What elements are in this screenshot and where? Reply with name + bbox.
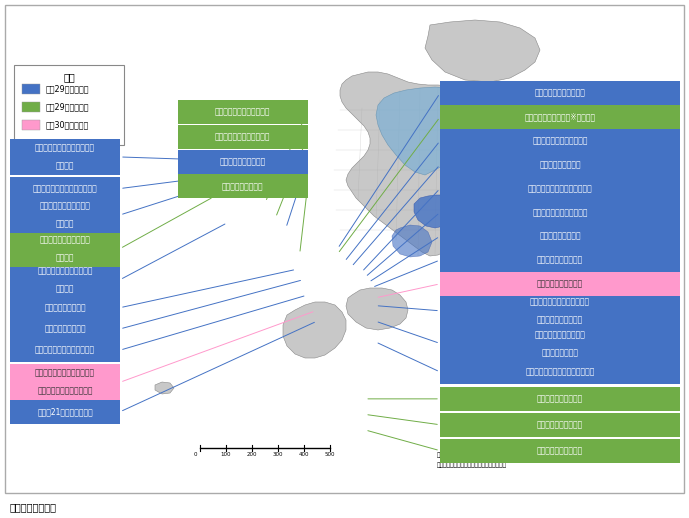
Text: 秦野市地下水総合保全管理計画: 秦野市地下水総合保全管理計画: [528, 184, 593, 193]
Polygon shape: [414, 195, 460, 228]
Text: さいたま市水環境プラン: さいたま市水環境プラン: [535, 330, 586, 339]
Bar: [10, 400, 120, 424]
Text: 岡崎市水循環創造プラン: 岡崎市水循環創造プラン: [535, 89, 586, 98]
Text: なら水循環ビジョン: なら水循環ビジョン: [222, 182, 263, 191]
Text: 四万十川流域振興ビジョン: 四万十川流域振興ビジョン: [215, 107, 270, 117]
Text: 200: 200: [247, 452, 257, 457]
Text: 都城盆地硝酸性窒素削減対策: 都城盆地硝酸性窒素削減対策: [35, 143, 95, 152]
Text: 熊本地域地下水総合保全: 熊本地域地下水総合保全: [39, 202, 90, 210]
Text: 北上川流域水循環計画: 北上川流域水循環計画: [537, 446, 583, 455]
Text: （第２次改訂版）: （第２次改訂版）: [542, 348, 579, 357]
Text: 京都市水共生プラン: 京都市水共生プラン: [44, 324, 86, 334]
Bar: [440, 272, 680, 296]
Bar: [440, 153, 680, 177]
Text: うつくしま「水との共生」プラン: うつくしま「水との共生」プラン: [525, 367, 595, 377]
Bar: [22, 84, 40, 94]
Bar: [440, 325, 680, 362]
Polygon shape: [376, 87, 480, 175]
Bar: [440, 387, 680, 411]
Text: 低減計画: 低減計画: [56, 253, 74, 262]
Text: 第２次仁淀川清流保全計画: 第２次仁淀川清流保全計画: [215, 132, 270, 141]
Bar: [10, 338, 120, 362]
Text: 基本計画: 基本計画: [56, 162, 74, 170]
Bar: [10, 177, 120, 200]
Text: および第２期行動計画: および第２期行動計画: [537, 315, 583, 324]
Text: 高松市水環境基本計画: 高松市水環境基本計画: [219, 157, 266, 166]
Text: 千葉市水環境保全計画: 千葉市水環境保全計画: [537, 279, 583, 289]
Bar: [440, 224, 680, 248]
Text: 座間市地下水保全基本計画: 座間市地下水保全基本計画: [532, 208, 588, 217]
Bar: [22, 120, 40, 130]
Bar: [10, 197, 120, 233]
Bar: [440, 248, 680, 272]
Bar: [440, 129, 680, 153]
Text: 国土交通省国土政策局「国土数値情報（行政区域データ）」をもとに: 国土交通省国土政策局「国土数値情報（行政区域データ）」をもとに: [437, 452, 546, 457]
Text: とやま21世紀水ビジョン: とやま21世紀水ビジョン: [37, 407, 93, 416]
Text: しずおか水ビジョン: しずおか水ビジョン: [539, 160, 581, 169]
Text: 第２次熊本市地下水保全プラン: 第２次熊本市地下水保全プラン: [32, 184, 97, 193]
Polygon shape: [346, 288, 408, 330]
Bar: [130, 12, 575, 452]
Text: 水環境共働ビジョン（※豊田市）: 水環境共働ビジョン（※豊田市）: [524, 112, 595, 122]
Bar: [440, 439, 680, 463]
Text: 500: 500: [325, 452, 336, 457]
Bar: [14, 65, 124, 145]
Bar: [440, 360, 680, 384]
Bar: [10, 317, 120, 341]
Text: 八王子市水循環計画: 八王子市水循環計画: [539, 232, 581, 241]
Polygon shape: [283, 302, 346, 358]
Polygon shape: [340, 72, 482, 256]
Bar: [440, 413, 680, 437]
Bar: [178, 125, 307, 149]
Text: 基本構想: 基本構想: [56, 284, 74, 293]
Bar: [10, 296, 120, 320]
Text: 内閣官房水循環政策本部事務局が編集・加工: 内閣官房水循環政策本部事務局が編集・加工: [437, 462, 507, 468]
Polygon shape: [425, 20, 540, 82]
Text: 越前おおの湧水文化再生計画: 越前おおの湧水文化再生計画: [35, 346, 95, 355]
Bar: [440, 105, 680, 129]
Bar: [10, 262, 120, 298]
Text: ひょうご水ビジョン: ひょうご水ビジョン: [44, 303, 86, 312]
Bar: [440, 177, 680, 200]
Text: 0: 0: [193, 452, 197, 457]
Text: 名取川流域水循環計画: 名取川流域水循環計画: [537, 394, 583, 404]
Polygon shape: [392, 225, 432, 257]
Text: 安曇野市水環境基本計画およ: 安曇野市水環境基本計画およ: [35, 369, 95, 378]
Text: び安曇野市水循環行動計画: び安曇野市水循環行動計画: [37, 387, 93, 396]
Text: 平成29年１月公表: 平成29年１月公表: [46, 84, 90, 94]
Text: 300: 300: [273, 452, 283, 457]
Text: 第２期島原半島窒素負荷: 第２期島原半島窒素負荷: [39, 235, 90, 244]
Bar: [22, 102, 40, 112]
Bar: [178, 175, 307, 198]
Text: 国立市水循環基本計画: 国立市水循環基本計画: [537, 255, 583, 265]
Bar: [10, 231, 120, 267]
Bar: [178, 100, 307, 124]
Bar: [440, 200, 680, 224]
Text: 福岡市水循環型都市づくり: 福岡市水循環型都市づくり: [37, 266, 93, 275]
Text: 資料）国土交通省: 資料）国土交通省: [10, 502, 57, 512]
Text: 100: 100: [220, 452, 232, 457]
Text: 平成30年１月公表: 平成30年１月公表: [46, 121, 90, 130]
Bar: [178, 150, 307, 174]
Text: 400: 400: [299, 452, 309, 457]
Text: 平成29年４月公表: 平成29年４月公表: [46, 103, 90, 111]
Text: 印旛沼流域水循環健全化計画: 印旛沼流域水循環健全化計画: [530, 297, 590, 306]
Text: 凡例: 凡例: [63, 72, 75, 82]
Bar: [10, 139, 120, 175]
Text: 管理計画: 管理計画: [56, 220, 74, 228]
Bar: [440, 293, 680, 329]
Bar: [10, 364, 120, 400]
Polygon shape: [155, 382, 174, 394]
Text: 第２次静岡市環境基本計画: 第２次静岡市環境基本計画: [532, 136, 588, 146]
Bar: [440, 81, 680, 105]
Text: 鳴瀬川流域水循環計画: 鳴瀬川流域水循環計画: [537, 420, 583, 429]
